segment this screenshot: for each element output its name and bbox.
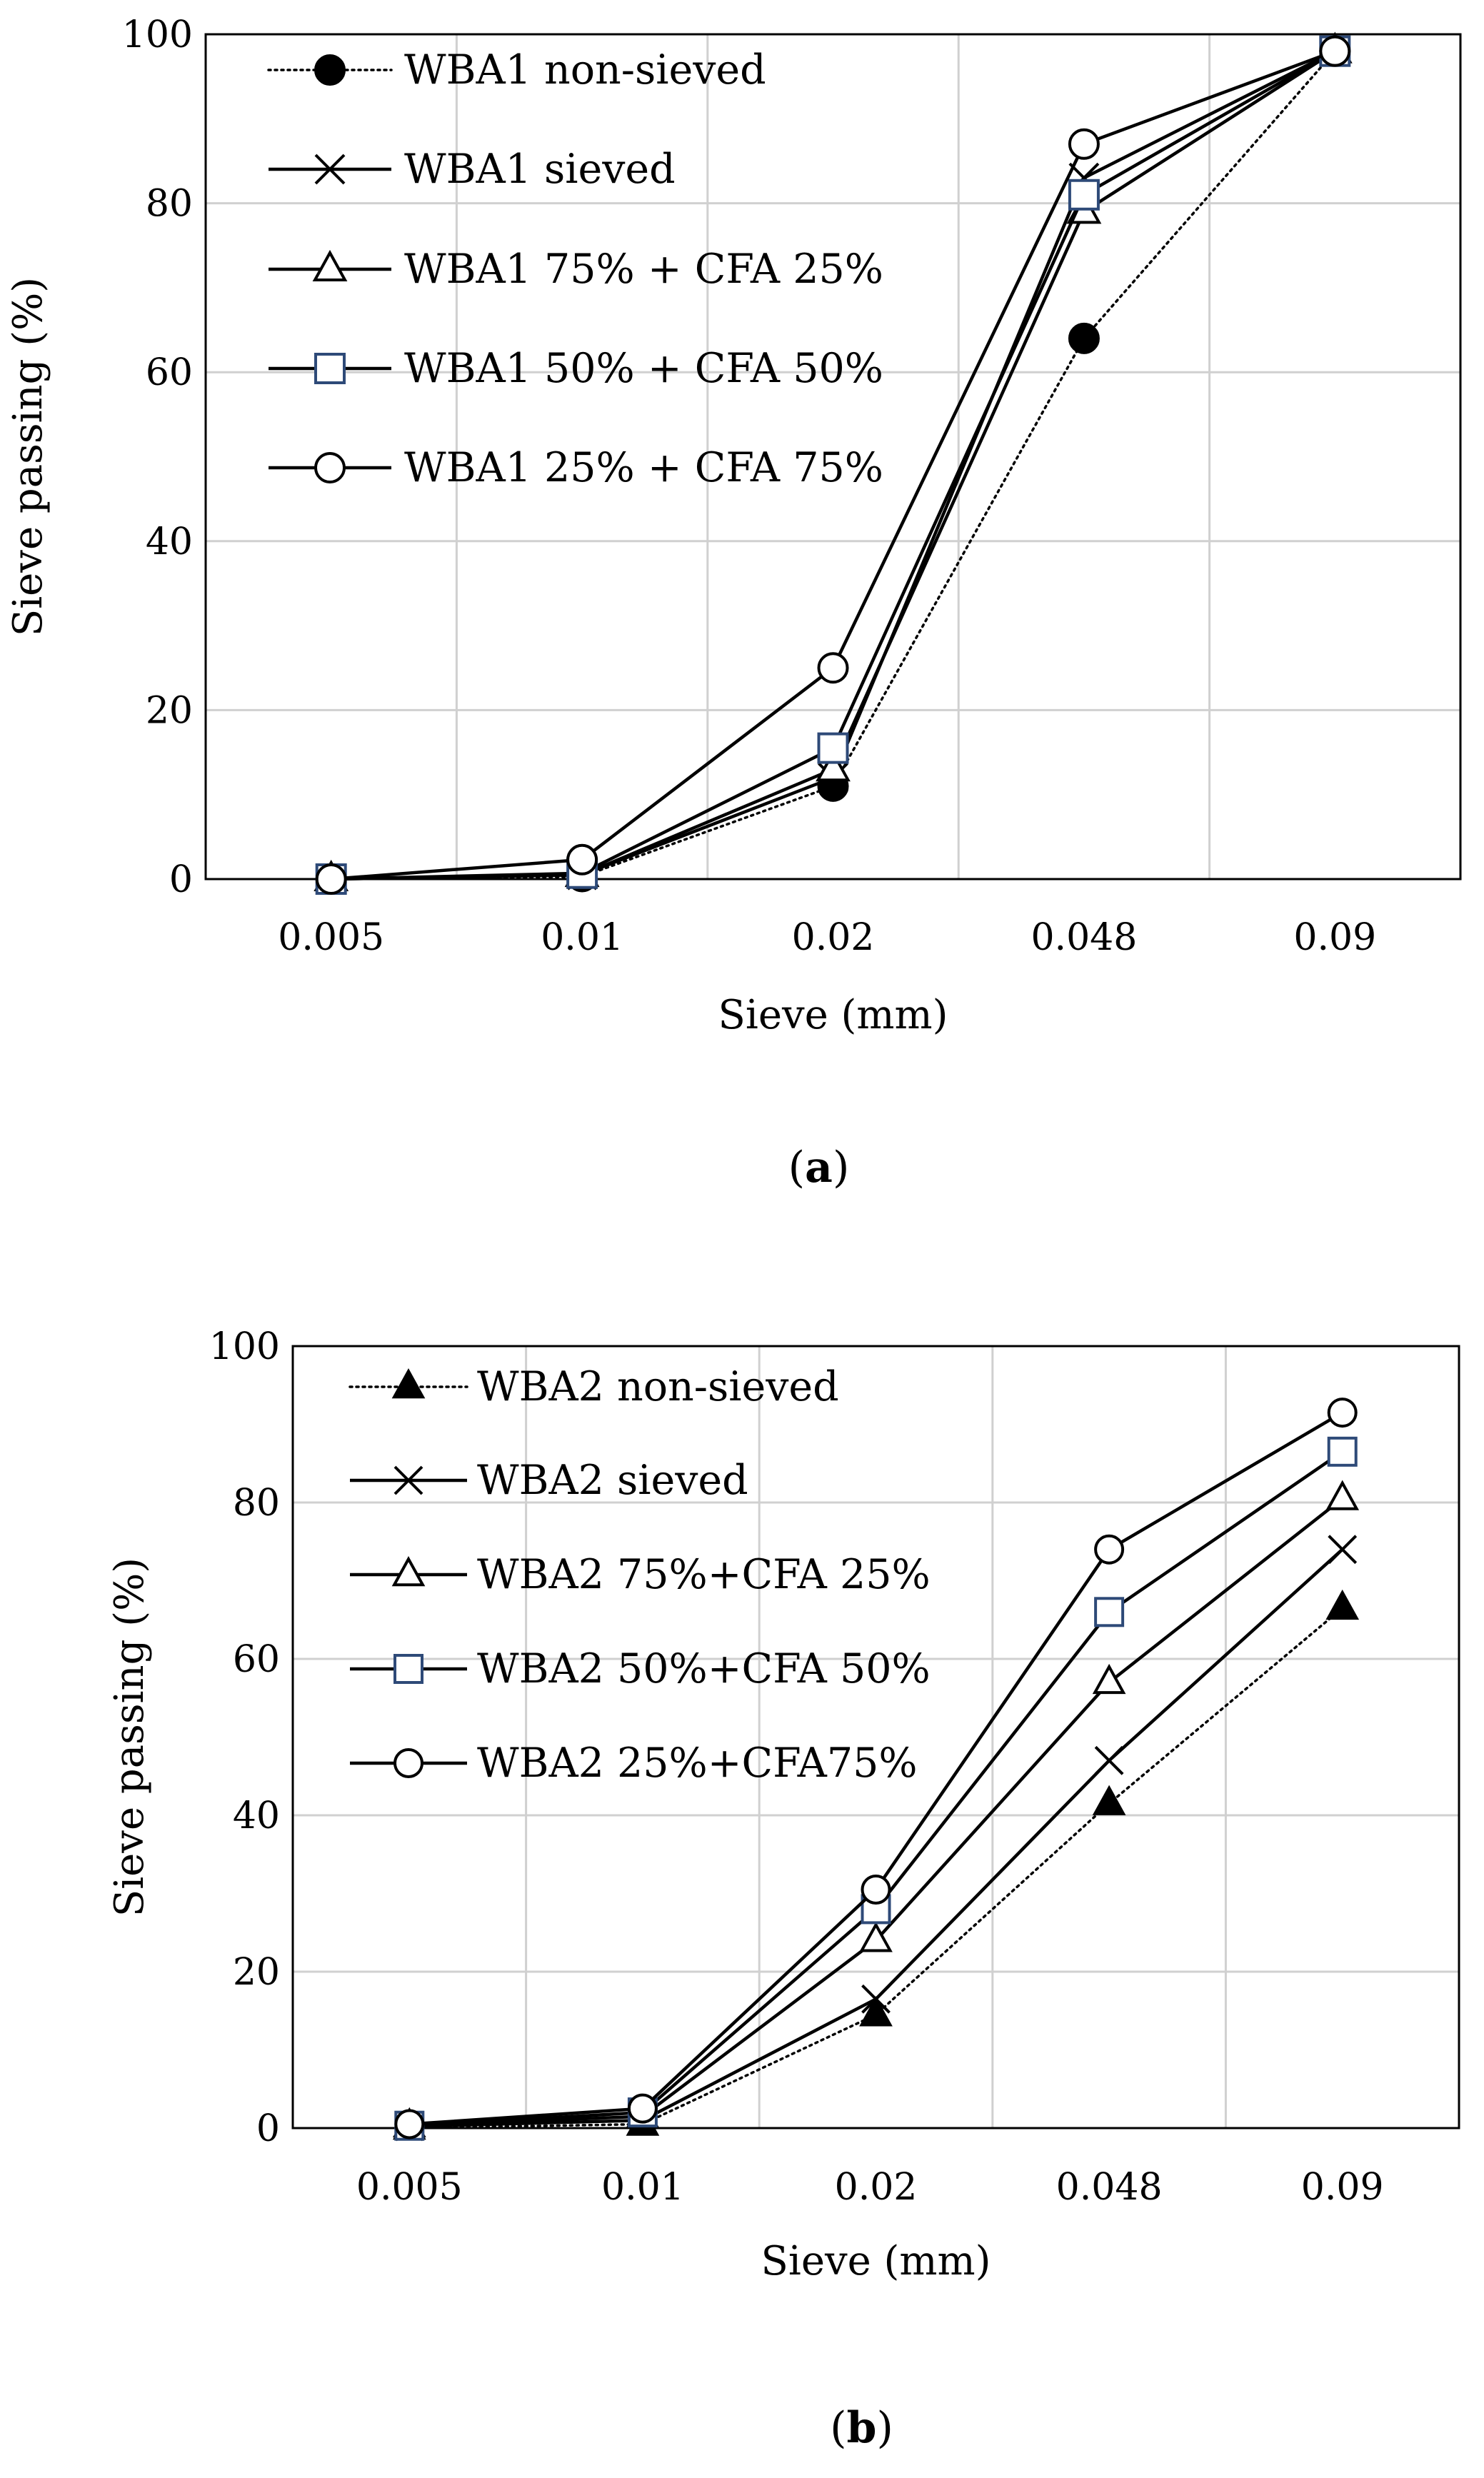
data-point — [859, 1922, 893, 1952]
y-tick-label: 0 — [169, 858, 193, 901]
legend-entry: WBA1 sieved — [404, 146, 676, 193]
data-point — [1094, 1745, 1124, 1775]
legend-marker — [312, 249, 348, 281]
y-tick-label: 80 — [233, 1482, 280, 1525]
data-point — [1328, 1535, 1358, 1565]
y-tick-label: 40 — [146, 521, 193, 563]
x-tick-label: 0.01 — [601, 2166, 684, 2209]
legend-entry: WBA2 non-sieved — [477, 1363, 839, 1410]
data-point — [1325, 1589, 1360, 1620]
data-point — [861, 1875, 891, 1905]
data-point — [1068, 179, 1100, 211]
plot-frame — [291, 1345, 1460, 2130]
y-tick-label: 20 — [233, 1951, 280, 1994]
legend-entry: WBA1 25% + CFA 75% — [404, 444, 883, 491]
data-point — [1094, 1597, 1125, 1627]
y-tick-label: 100 — [209, 1325, 280, 1368]
data-point — [1319, 35, 1351, 67]
legend-entry: WBA1 75% + CFA 25% — [404, 246, 883, 293]
y-tick-label: 60 — [146, 351, 193, 394]
panel-label: (b) — [830, 2403, 893, 2453]
legend: WBA2 non-sieved WBA2 sieved WBA2 75%+CFA 2… — [349, 1363, 931, 1787]
y-tick-label: 40 — [233, 1795, 280, 1837]
panel-label-letter: b — [847, 2403, 877, 2453]
data-point — [817, 732, 849, 764]
data-point — [1068, 322, 1100, 354]
x-tick-label: 0.09 — [1293, 916, 1376, 959]
panel-label: (a) — [788, 1143, 850, 1193]
series-4 — [394, 1398, 1358, 2140]
y-tick-label: 100 — [122, 14, 193, 56]
data-point — [817, 652, 849, 684]
legend-marker — [391, 1556, 426, 1587]
x-tick-label: 0.01 — [541, 916, 623, 959]
y-axis-label: Sieve passing (%) — [5, 277, 51, 636]
x-axis-label: Sieve (mm) — [761, 2238, 991, 2284]
data-point — [1092, 1785, 1126, 1815]
y-axis-label: Sieve passing (%) — [106, 1557, 153, 1917]
x-tick-label: 0.09 — [1301, 2166, 1384, 2209]
x-tick-label: 0.048 — [1031, 916, 1137, 959]
chart-panel-a: 0 20 40 60 80 100 0.005 0.01 0.02 0.048 0.09 Sieve … — [5, 14, 1462, 1193]
x-tick-label: 0.005 — [278, 916, 384, 959]
data-point — [627, 2093, 658, 2124]
data-point — [1327, 1436, 1358, 1467]
legend-marker — [314, 353, 346, 384]
data-point — [394, 2109, 425, 2140]
data-point — [816, 750, 851, 782]
data-point — [1327, 1398, 1358, 1428]
x-axis-label: Sieve (mm) — [718, 992, 948, 1038]
legend-entry: WBA2 50%+CFA 50% — [477, 1645, 931, 1692]
x-tick-label: 0.02 — [835, 2166, 918, 2209]
data-point — [315, 863, 347, 895]
legend-marker — [393, 1654, 423, 1684]
data-point — [1325, 1480, 1360, 1510]
y-tick-label: 0 — [256, 2107, 280, 2150]
data-point — [1094, 1534, 1125, 1565]
legend-entry: WBA1 50% + CFA 50% — [404, 345, 883, 392]
legend-marker — [314, 452, 346, 483]
legend-entry: WBA1 non-sieved — [404, 46, 766, 94]
chart-panel-b: 0 20 40 60 80 100 0.005 0.01 0.02 0.048 0.09 Sieve … — [106, 1325, 1460, 2453]
legend-entry: WBA2 25%+CFA75% — [477, 1740, 918, 1787]
plot-frame — [204, 33, 1462, 881]
x-tick-label: 0.048 — [1056, 2166, 1163, 2209]
y-tick-label: 60 — [233, 1638, 280, 1681]
y-tick-label: 80 — [146, 183, 193, 226]
legend-entry: WBA2 75%+CFA 25% — [477, 1551, 931, 1598]
series-4 — [315, 35, 1351, 895]
legend-marker — [314, 154, 346, 185]
data-point — [859, 1996, 893, 2027]
x-tick-label: 0.02 — [792, 916, 875, 959]
legend-marker — [393, 1465, 423, 1495]
legend: WBA1 non-sieved WBA1 sieved WBA1 75% + CFA… — [267, 46, 883, 491]
data-point — [861, 1984, 891, 2014]
y-tick-label: 20 — [146, 689, 193, 732]
legend-marker — [391, 1368, 426, 1399]
legend-entry: WBA2 sieved — [477, 1457, 748, 1504]
data-point — [566, 843, 598, 876]
data-point — [1092, 1663, 1126, 1695]
legend-marker — [314, 54, 346, 86]
data-point — [1068, 128, 1100, 160]
legend-marker — [393, 1748, 423, 1778]
panel-label-letter: a — [805, 1143, 833, 1193]
x-tick-label: 0.005 — [356, 2166, 463, 2209]
